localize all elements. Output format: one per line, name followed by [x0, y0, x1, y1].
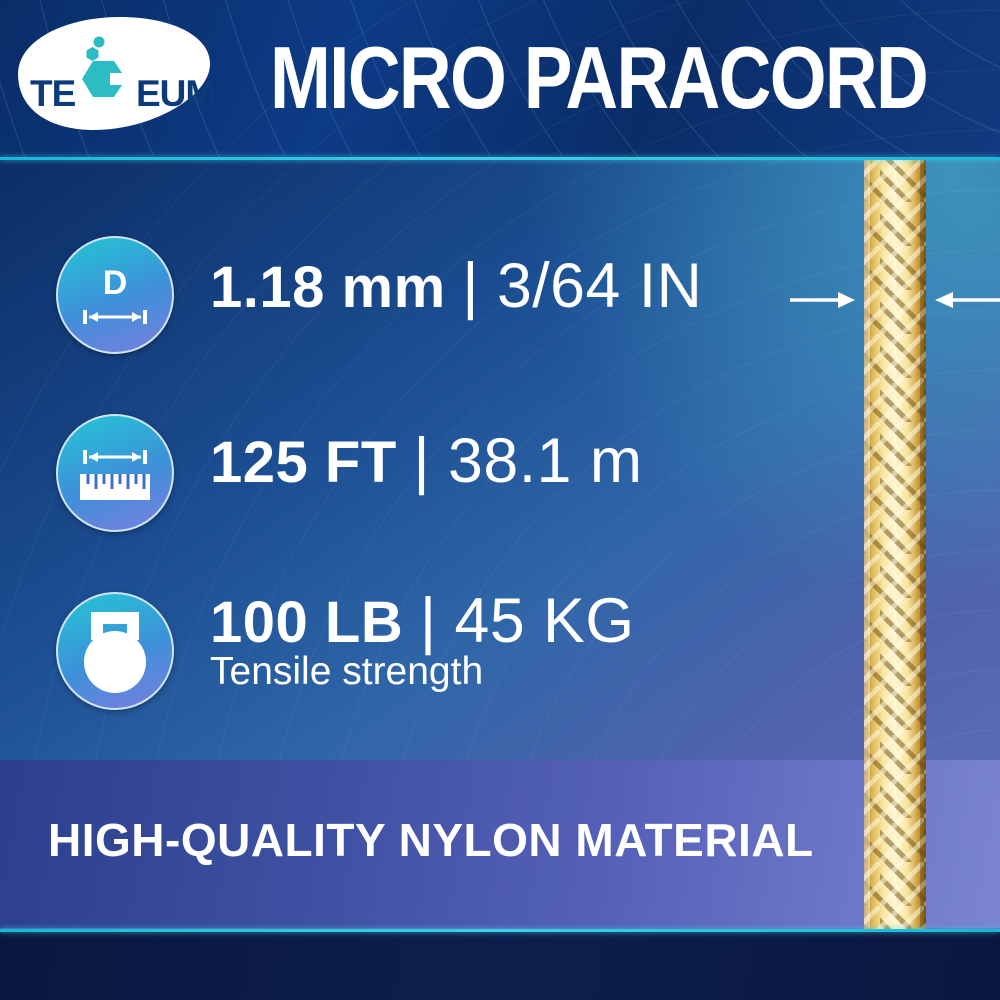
svg-text:D: D [103, 264, 128, 302]
svg-text:TE: TE [30, 73, 76, 114]
svg-text:EUM: EUM [136, 73, 215, 114]
